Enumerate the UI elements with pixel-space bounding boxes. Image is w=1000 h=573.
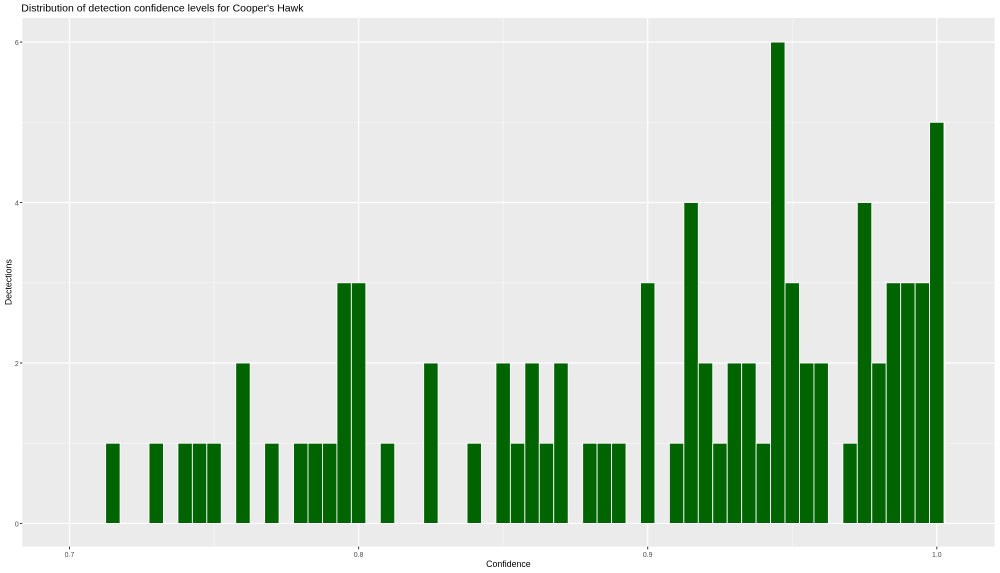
- svg-text:Dectections: Dectections: [4, 259, 14, 306]
- svg-text:1.0: 1.0: [932, 552, 942, 559]
- svg-text:4: 4: [15, 201, 19, 208]
- svg-text:2: 2: [15, 361, 19, 368]
- svg-text:Confidence: Confidence: [486, 559, 531, 569]
- svg-text:0.7: 0.7: [65, 552, 75, 559]
- svg-text:6: 6: [15, 40, 19, 47]
- svg-text:0.8: 0.8: [354, 552, 364, 559]
- svg-text:Distribution of detection conf: Distribution of detection confidence lev…: [21, 3, 304, 15]
- svg-text:0: 0: [15, 521, 19, 528]
- svg-text:0.9: 0.9: [643, 552, 653, 559]
